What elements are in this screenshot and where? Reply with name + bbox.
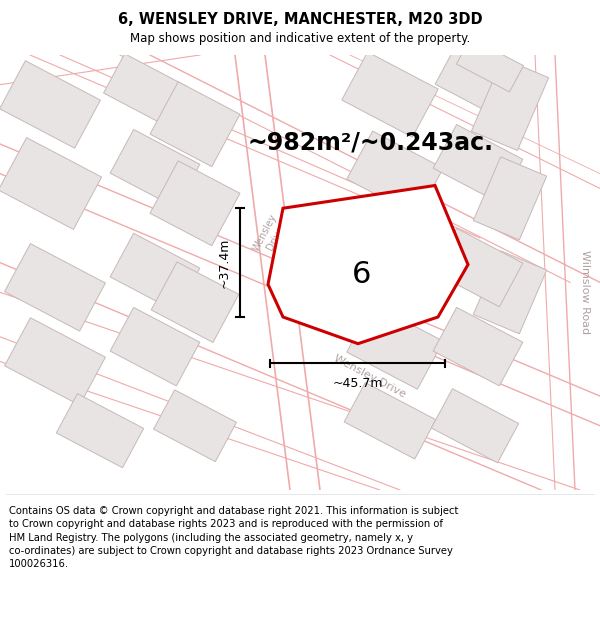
Polygon shape [150,82,240,167]
Text: Map shows position and indicative extent of the property.: Map shows position and indicative extent… [130,32,470,45]
Polygon shape [347,131,443,216]
Polygon shape [110,129,200,208]
Polygon shape [151,262,239,343]
Polygon shape [5,318,106,405]
Polygon shape [268,186,468,344]
Polygon shape [433,124,523,203]
Polygon shape [110,308,200,386]
Text: 6: 6 [352,260,371,289]
Polygon shape [154,390,236,462]
Polygon shape [457,38,524,92]
Text: Wilmslow Road: Wilmslow Road [580,250,590,334]
Polygon shape [433,308,523,386]
Text: Contains OS data © Crown copyright and database right 2021. This information is : Contains OS data © Crown copyright and d… [9,506,458,569]
Polygon shape [0,61,100,148]
Polygon shape [347,230,443,315]
Polygon shape [344,382,436,459]
Polygon shape [0,138,101,229]
Polygon shape [473,157,547,240]
Polygon shape [472,58,548,151]
Text: Wensley
Drive: Wensley Drive [251,212,289,258]
Text: Wensley Drive: Wensley Drive [332,353,407,399]
Polygon shape [5,244,106,331]
Text: ~37.4m: ~37.4m [218,238,230,288]
Polygon shape [104,54,187,126]
Polygon shape [347,304,443,389]
Polygon shape [342,52,438,137]
Text: 6, WENSLEY DRIVE, MANCHESTER, M20 3DD: 6, WENSLEY DRIVE, MANCHESTER, M20 3DD [118,12,482,27]
Polygon shape [433,228,523,307]
Text: ~45.7m: ~45.7m [332,377,383,390]
Text: ~982m²/~0.243ac.: ~982m²/~0.243ac. [247,130,493,154]
Polygon shape [473,251,547,334]
Polygon shape [150,161,240,246]
Polygon shape [110,233,200,312]
Polygon shape [56,394,143,468]
Polygon shape [435,41,525,119]
Polygon shape [431,389,518,462]
